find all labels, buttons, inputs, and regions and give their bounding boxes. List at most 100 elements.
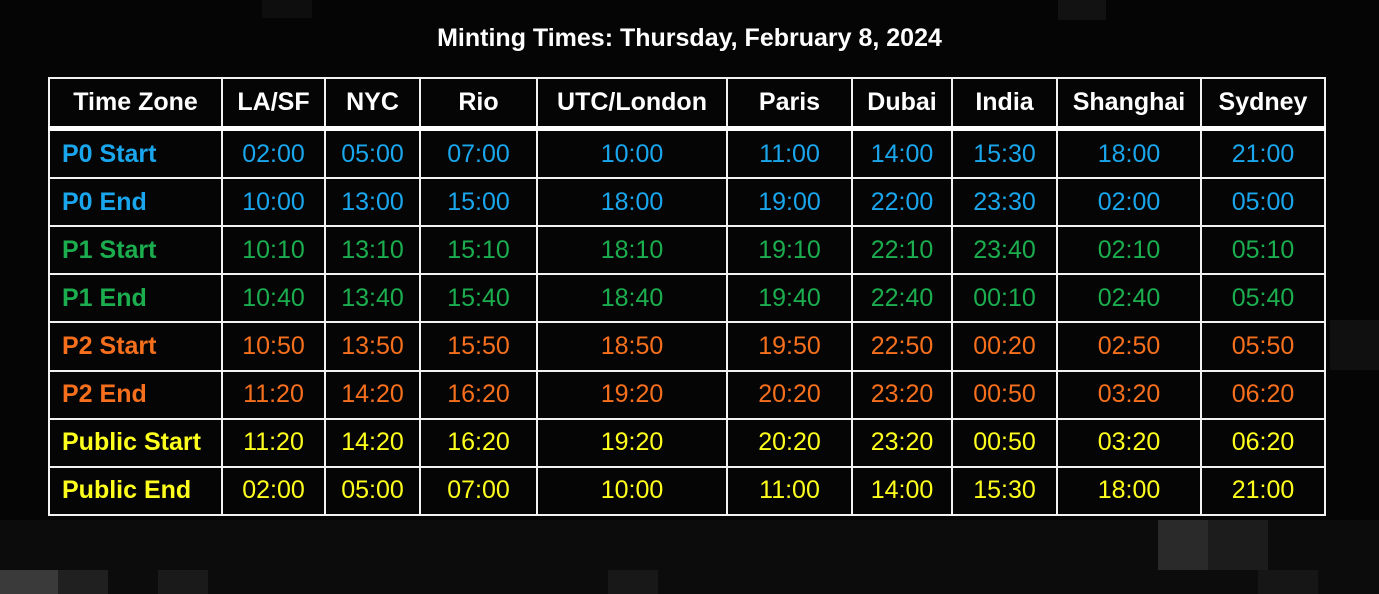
table-row: Public End 02:00 05:00 07:00 10:00 11:00 14:00… — [48, 465, 1326, 517]
time-cell: 05:40 — [1200, 273, 1326, 324]
time-cell: 13:10 — [324, 225, 421, 276]
time-cell: 22:40 — [851, 273, 953, 324]
time-cell: 13:50 — [324, 321, 421, 372]
time-cell: 05:50 — [1200, 321, 1326, 372]
table-row: P1 End 10:40 13:40 15:40 18:40 19:40 22:40 00:1… — [48, 273, 1326, 324]
row-label: P2 End — [48, 369, 223, 420]
time-cell: 23:40 — [951, 225, 1058, 276]
time-cell: 18:00 — [536, 177, 728, 228]
table-row: P0 Start 02:00 05:00 07:00 10:00 11:00 14:00 15… — [48, 127, 1326, 180]
time-cell: 00:10 — [951, 273, 1058, 324]
time-cell: 10:50 — [221, 321, 326, 372]
time-cell: 05:00 — [324, 127, 421, 180]
time-cell: 16:20 — [419, 369, 538, 420]
background-tile — [158, 570, 208, 594]
time-cell: 00:50 — [951, 417, 1058, 468]
time-cell: 19:50 — [726, 321, 853, 372]
time-cell: 18:10 — [536, 225, 728, 276]
table-row: P2 End 11:20 14:20 16:20 19:20 20:20 23:20 00:5… — [48, 369, 1326, 420]
time-cell: 10:00 — [536, 465, 728, 517]
background-tile — [58, 570, 108, 594]
column-header: Dubai — [851, 77, 953, 131]
time-cell: 19:10 — [726, 225, 853, 276]
time-cell: 14:20 — [324, 369, 421, 420]
time-cell: 07:00 — [419, 127, 538, 180]
column-header: Time Zone — [48, 77, 223, 131]
time-cell: 02:40 — [1056, 273, 1202, 324]
column-header: Paris — [726, 77, 853, 131]
background-tile — [1330, 320, 1379, 370]
background-tile — [1058, 0, 1106, 20]
time-cell: 23:20 — [851, 417, 953, 468]
time-cell: 02:00 — [221, 465, 326, 517]
time-cell: 20:20 — [726, 417, 853, 468]
column-header: Rio — [419, 77, 538, 131]
background-tile — [1208, 520, 1268, 570]
time-cell: 23:20 — [851, 369, 953, 420]
time-cell: 11:00 — [726, 465, 853, 517]
time-cell: 13:40 — [324, 273, 421, 324]
time-cell: 10:00 — [221, 177, 326, 228]
row-label: P2 Start — [48, 321, 223, 372]
time-cell: 16:20 — [419, 417, 538, 468]
column-header: LA/SF — [221, 77, 326, 131]
time-cell: 02:10 — [1056, 225, 1202, 276]
time-cell: 22:00 — [851, 177, 953, 228]
minting-times-table: Time Zone LA/SF NYC Rio UTC/London Paris Dubai… — [48, 77, 1326, 517]
time-cell: 15:50 — [419, 321, 538, 372]
table-row: Public Start 11:20 14:20 16:20 19:20 20:20 23:… — [48, 417, 1326, 468]
row-label: P1 Start — [48, 225, 223, 276]
time-cell: 19:40 — [726, 273, 853, 324]
time-cell: 14:00 — [851, 127, 953, 180]
column-header: Sydney — [1200, 77, 1326, 131]
background-tile — [0, 570, 58, 594]
time-cell: 10:00 — [536, 127, 728, 180]
time-cell: 14:00 — [851, 465, 953, 517]
time-cell: 22:50 — [851, 321, 953, 372]
time-cell: 05:00 — [324, 465, 421, 517]
row-label: Public End — [48, 465, 223, 517]
time-cell: 05:10 — [1200, 225, 1326, 276]
column-header: India — [951, 77, 1058, 131]
time-cell: 05:00 — [1200, 177, 1326, 228]
time-cell: 19:20 — [536, 417, 728, 468]
time-cell: 06:20 — [1200, 369, 1326, 420]
time-cell: 18:00 — [1056, 465, 1202, 517]
time-cell: 02:50 — [1056, 321, 1202, 372]
time-cell: 19:20 — [536, 369, 728, 420]
time-cell: 15:30 — [951, 127, 1058, 180]
row-label: P0 Start — [48, 127, 223, 180]
time-cell: 15:40 — [419, 273, 538, 324]
time-cell: 21:00 — [1200, 465, 1326, 517]
time-cell: 13:00 — [324, 177, 421, 228]
column-header: UTC/London — [536, 77, 728, 131]
time-cell: 00:20 — [951, 321, 1058, 372]
time-cell: 10:40 — [221, 273, 326, 324]
time-cell: 19:00 — [726, 177, 853, 228]
time-cell: 06:20 — [1200, 417, 1326, 468]
time-cell: 03:20 — [1056, 417, 1202, 468]
time-cell: 02:00 — [221, 127, 326, 180]
time-cell: 23:30 — [951, 177, 1058, 228]
table-body: P0 Start 02:00 05:00 07:00 10:00 11:00 14:00 15… — [48, 127, 1326, 517]
time-cell: 18:50 — [536, 321, 728, 372]
table-row: P1 Start 10:10 13:10 15:10 18:10 19:10 22:10 23… — [48, 225, 1326, 276]
background-tile — [608, 570, 658, 594]
time-cell: 11:20 — [221, 369, 326, 420]
time-cell: 15:30 — [951, 465, 1058, 517]
time-cell: 10:10 — [221, 225, 326, 276]
time-cell: 15:10 — [419, 225, 538, 276]
time-cell: 11:20 — [221, 417, 326, 468]
header-row: Time Zone LA/SF NYC Rio UTC/London Paris Dubai… — [48, 77, 1326, 131]
column-header: Shanghai — [1056, 77, 1202, 131]
row-label: P0 End — [48, 177, 223, 228]
background-tile — [1258, 570, 1318, 594]
time-cell: 15:00 — [419, 177, 538, 228]
background-tile — [1158, 520, 1208, 570]
time-cell: 20:20 — [726, 369, 853, 420]
row-label: Public Start — [48, 417, 223, 468]
row-label: P1 End — [48, 273, 223, 324]
time-cell: 21:00 — [1200, 127, 1326, 180]
time-cell: 14:20 — [324, 417, 421, 468]
time-cell: 18:40 — [536, 273, 728, 324]
